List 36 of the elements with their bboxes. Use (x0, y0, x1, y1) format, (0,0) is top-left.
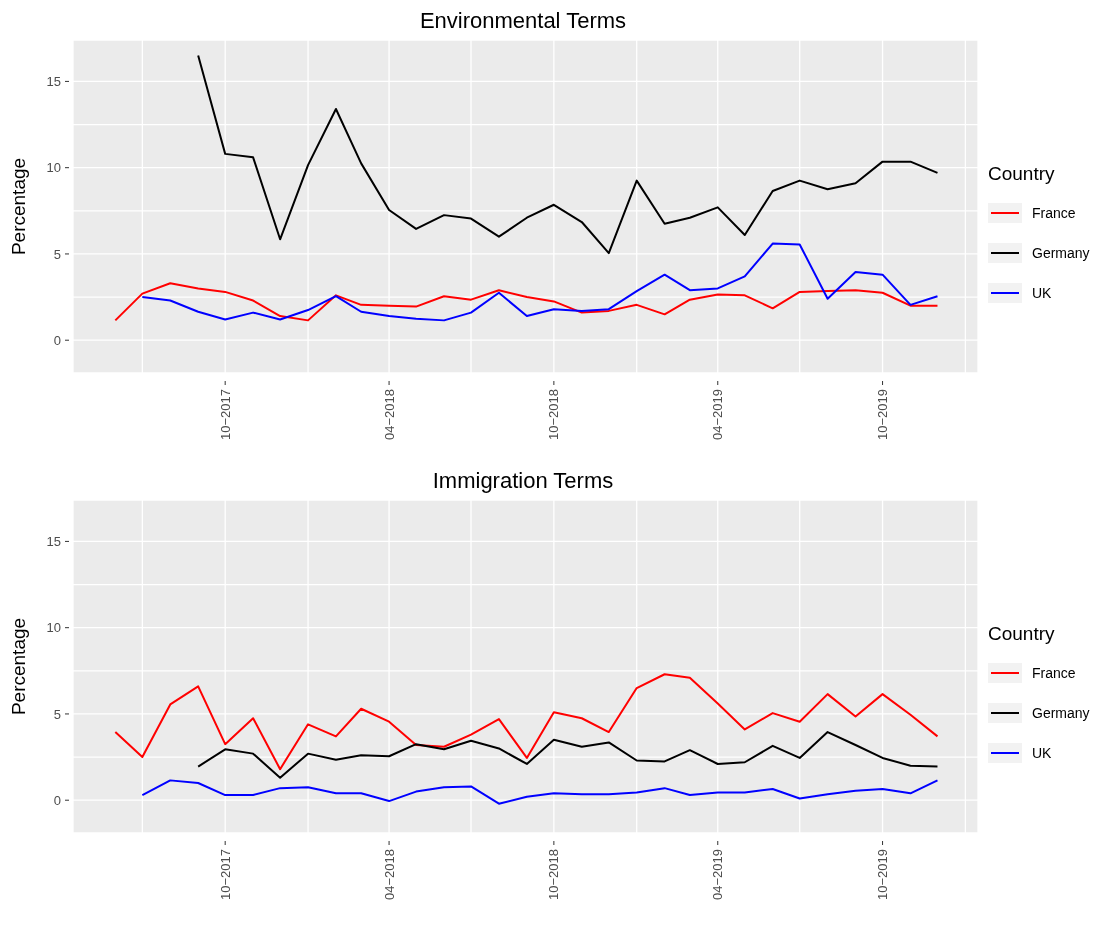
legend-label: UK (1032, 285, 1052, 301)
legend-label: Germany (1032, 245, 1090, 261)
line-series (141, 779, 939, 805)
legend-title: Country (988, 163, 1056, 185)
legend-title: Country (988, 623, 1056, 645)
y-tick-label: 5 (53, 706, 61, 722)
legend-label: UK (1032, 745, 1052, 761)
y-tick-label: 15 (46, 73, 61, 89)
line-series (197, 54, 939, 255)
x-tick-label: 04−2019 (710, 389, 726, 440)
x-tick-label: 10−2017 (217, 389, 233, 440)
y-tick-label: 10 (46, 620, 61, 636)
y-tick-label: 0 (53, 332, 61, 348)
x-tick-label: 10−2019 (875, 389, 891, 440)
legend-label: Germany (1032, 705, 1090, 721)
x-tick-label: 10−2019 (875, 849, 891, 900)
line-series (114, 282, 939, 322)
x-tick-label: 04−2018 (381, 389, 397, 440)
legend-label: France (1032, 205, 1076, 221)
y-tick-label: 5 (53, 246, 61, 262)
chart-title: Immigration Terms (431, 468, 615, 494)
x-tick-label: 04−2018 (381, 849, 397, 900)
y-axis-title: Percentage (7, 617, 29, 716)
x-tick-label: 04−2019 (710, 849, 726, 900)
y-axis-title: Percentage (7, 157, 29, 256)
x-tick-label: 10−2018 (546, 389, 562, 440)
y-tick-label: 0 (53, 792, 61, 808)
y-tick-label: 15 (46, 533, 61, 549)
y-tick-label: 10 (46, 160, 61, 176)
legend-label: France (1032, 665, 1076, 681)
line-series (114, 673, 939, 771)
line-series (141, 242, 939, 322)
x-tick-label: 10−2017 (217, 849, 233, 900)
x-tick-label: 10−2018 (546, 849, 562, 900)
chart-title: Environmental Terms (418, 8, 628, 34)
line-series (197, 731, 939, 779)
